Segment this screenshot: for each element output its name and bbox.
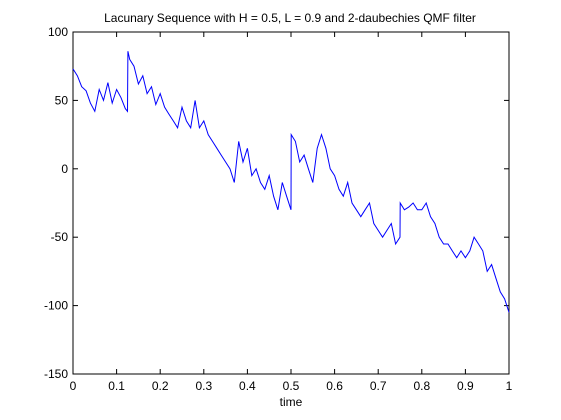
- x-tick-label: 0.2: [152, 379, 169, 393]
- y-tick-label: 50: [55, 93, 69, 107]
- y-tick-label: -150: [44, 367, 68, 381]
- y-tick-label: 100: [48, 25, 68, 39]
- x-tick-label: 0.7: [370, 379, 387, 393]
- y-tick-label: -50: [51, 230, 69, 244]
- x-tick-label: 0.4: [239, 379, 256, 393]
- x-tick-label: 0.6: [326, 379, 343, 393]
- x-axis-label: time: [280, 395, 303, 409]
- x-tick-label: 0: [70, 379, 77, 393]
- x-tick-label: 0.8: [413, 379, 430, 393]
- x-tick-label: 0.9: [457, 379, 474, 393]
- chart-title: Lacunary Sequence with H = 0.5, L = 0.9 …: [104, 11, 476, 25]
- y-tick-label: -100: [44, 299, 68, 313]
- x-tick-label: 0.3: [195, 379, 212, 393]
- x-axis-ticks: 0 0.1 0.2 0.3 0.4 0.5 0.6 0.7 0.8 0.9 1: [70, 32, 513, 393]
- x-tick-label: 0.1: [108, 379, 125, 393]
- data-series-line: [72, 51, 510, 313]
- y-tick-label: 0: [61, 162, 68, 176]
- x-tick-label: 0.5: [283, 379, 300, 393]
- x-tick-label: 1: [506, 379, 513, 393]
- y-axis-ticks: 100 50 0 -50 -100 -150: [44, 25, 509, 381]
